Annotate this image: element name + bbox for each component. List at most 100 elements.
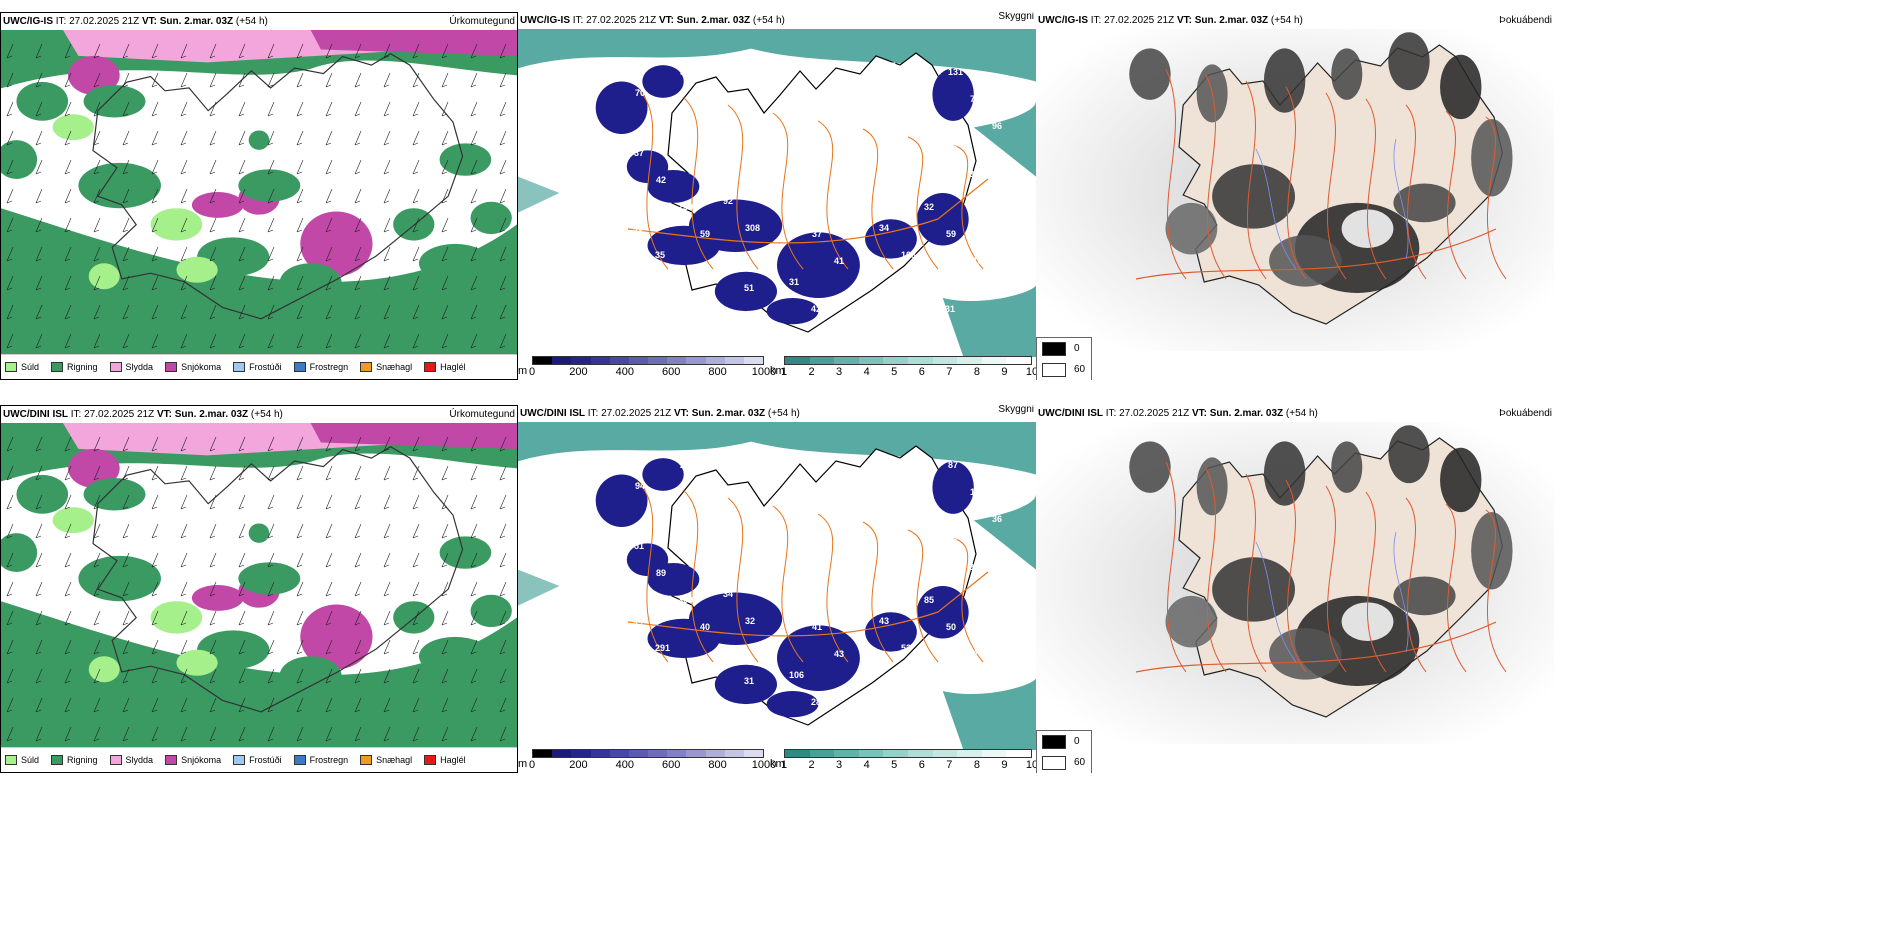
panel-header: UWC/IG-IS IT: 27.02.2025 21Z VT: Sun. 2.…: [3, 15, 515, 29]
colorbar-cell: [628, 750, 649, 757]
visibility-value-label: 59: [880, 148, 890, 158]
visibility-value-label: 49: [724, 121, 734, 131]
panel-title: Skyggni: [998, 405, 1034, 415]
visibility-value-label: 42: [656, 175, 666, 185]
visibility-value-label: 28: [811, 697, 821, 707]
precip-type-panel-dini: UWC/DINI ISL IT: 27.02.2025 21Z VT: Sun.…: [0, 405, 518, 773]
visibility-value-label: 40: [836, 487, 846, 497]
visibility-value-label: 55: [947, 535, 957, 545]
colorbar-cell: [981, 750, 1007, 757]
colorbar-cell: [686, 357, 706, 364]
valid-time: Sun. 2.mar. 03Z: [1209, 408, 1284, 419]
panel-title: Þokuábendi: [1499, 408, 1552, 419]
legend-item: Frostúði: [233, 754, 282, 765]
legend-swatch: [109, 754, 122, 765]
visibility-panel-dini: UWC/DINI ISL IT: 27.02.2025 21Z VT: Sun.…: [518, 405, 1036, 773]
visibility-value-label: 85: [924, 595, 934, 605]
visibility-value-label: 91: [791, 115, 801, 125]
legend-item: Frostregn: [293, 361, 348, 372]
colorbar-tick: 6: [918, 366, 925, 378]
visibility-value-label: 106: [789, 670, 804, 680]
visibility-colorbar: km 1 2 3 4 5 6 7 8 9 10: [770, 749, 1036, 773]
colorbar-cell: [743, 750, 764, 757]
init-time-label: IT:: [587, 408, 599, 419]
fog-index-legend: 0 60: [1036, 730, 1092, 773]
legend-swatch: [165, 361, 178, 372]
colorbar-cell: [932, 357, 958, 364]
visibility-value-label: 97: [925, 508, 935, 518]
visibility-value-label: 259: [678, 202, 693, 212]
visibility-map: 237 205 176 57 30 87 94 142 56 40 59 118 64 45 11 86 97 3…: [518, 422, 1036, 750]
fog-index-map: [1036, 422, 1554, 744]
colorbar-tick: 7: [946, 366, 953, 378]
legend-item: Frostregn: [293, 754, 348, 765]
visibility-value-label: 99: [769, 88, 779, 98]
colorbar-cell: [609, 750, 629, 757]
colorbar-cell: [981, 357, 1007, 364]
fog-legend-row: 60: [1037, 752, 1091, 773]
visibility-value-label: 11: [791, 508, 801, 518]
colorbar-tick: 2: [808, 759, 815, 771]
colorbar-cell: [552, 750, 572, 757]
init-time: 27.02.2025 21Z: [1104, 15, 1175, 26]
visibility-value-label: 59: [903, 481, 913, 491]
visibility-value-label: 340: [747, 61, 762, 71]
visibility-value-label: 30: [881, 454, 891, 464]
visibility-value-label: 40: [677, 670, 687, 680]
visibility-value-label: 67: [880, 541, 890, 551]
visibility-value-label: 35: [947, 142, 957, 152]
colorbar-cell: [957, 357, 982, 364]
fog-legend-value: 0: [1074, 343, 1080, 354]
init-time-label: IT:: [572, 15, 584, 26]
legend-label: Rigning: [67, 361, 98, 372]
legend-label: Súld: [21, 361, 40, 372]
legend-label: Snjókoma: [181, 361, 222, 372]
legend-swatch: [360, 754, 373, 765]
visibility-value-label: 36: [992, 514, 1002, 524]
visibility-value-label: 40: [990, 676, 1000, 686]
legend-swatch: [424, 754, 437, 765]
legend-swatch: [51, 754, 64, 765]
legend-swatch: [109, 361, 122, 372]
panel-header: UWC/DINI ISL IT: 27.02.2025 21Z VT: Sun.…: [1038, 407, 1552, 421]
visibility-value-label: 52: [923, 670, 933, 680]
colorbar-cell: [834, 750, 859, 757]
init-time-label: IT:: [1090, 15, 1102, 26]
colorbar-tick: 3: [836, 759, 843, 771]
visibility-value-label: 37: [768, 568, 778, 578]
visibility-value-label: 205: [680, 460, 695, 470]
visibility-value-label: 176: [747, 454, 762, 464]
fog-legend-swatch: [1042, 362, 1066, 377]
model-name: UWC/IG-IS: [3, 16, 53, 27]
colorbar-tick: 0: [528, 366, 536, 378]
lead-time: (+54 h): [1285, 408, 1318, 419]
colorbar-tick: 7: [946, 759, 953, 771]
legend-item: Haglél: [424, 754, 466, 765]
visibility-value-label: 92: [813, 535, 823, 545]
visibility-value-label: 291: [655, 643, 670, 653]
colorbar-cell: [785, 357, 810, 364]
visibility-value-label: 118: [970, 487, 985, 497]
visibility-value-label: 131: [948, 67, 963, 77]
legend-item: Súld: [5, 754, 39, 765]
colorbar-cell: [590, 357, 610, 364]
init-time: 27.02.2025 21Z: [84, 409, 155, 420]
visibility-value-label: 36: [767, 250, 777, 260]
colorbar-tick: 5: [891, 366, 898, 378]
valid-time-label: VT:: [1176, 15, 1192, 26]
fog-index-panel-dini: UWC/DINI ISL IT: 27.02.2025 21Z VT: Sun.…: [1036, 405, 1554, 773]
valid-time: Sun. 2.mar. 03Z: [1194, 15, 1269, 26]
visibility-value-label: 92: [723, 196, 733, 206]
visibility-value-label: 48: [990, 283, 1000, 293]
colorbar-cell: [883, 750, 908, 757]
visibility-value-label: 40: [700, 622, 710, 632]
colorbar-unit: m: [518, 758, 528, 770]
visibility-value-label: 89: [656, 568, 666, 578]
colorbar-tick: 1: [780, 759, 788, 771]
visibility-value-label: 46: [633, 223, 643, 233]
visibility-value-label: 103: [901, 250, 916, 260]
legend-item: Slydda: [109, 754, 153, 765]
init-time: 27.02.2025 21Z: [1119, 408, 1190, 419]
model-name: UWC/DINI ISL: [3, 409, 68, 420]
colorbar-tick: 10: [1025, 366, 1036, 378]
